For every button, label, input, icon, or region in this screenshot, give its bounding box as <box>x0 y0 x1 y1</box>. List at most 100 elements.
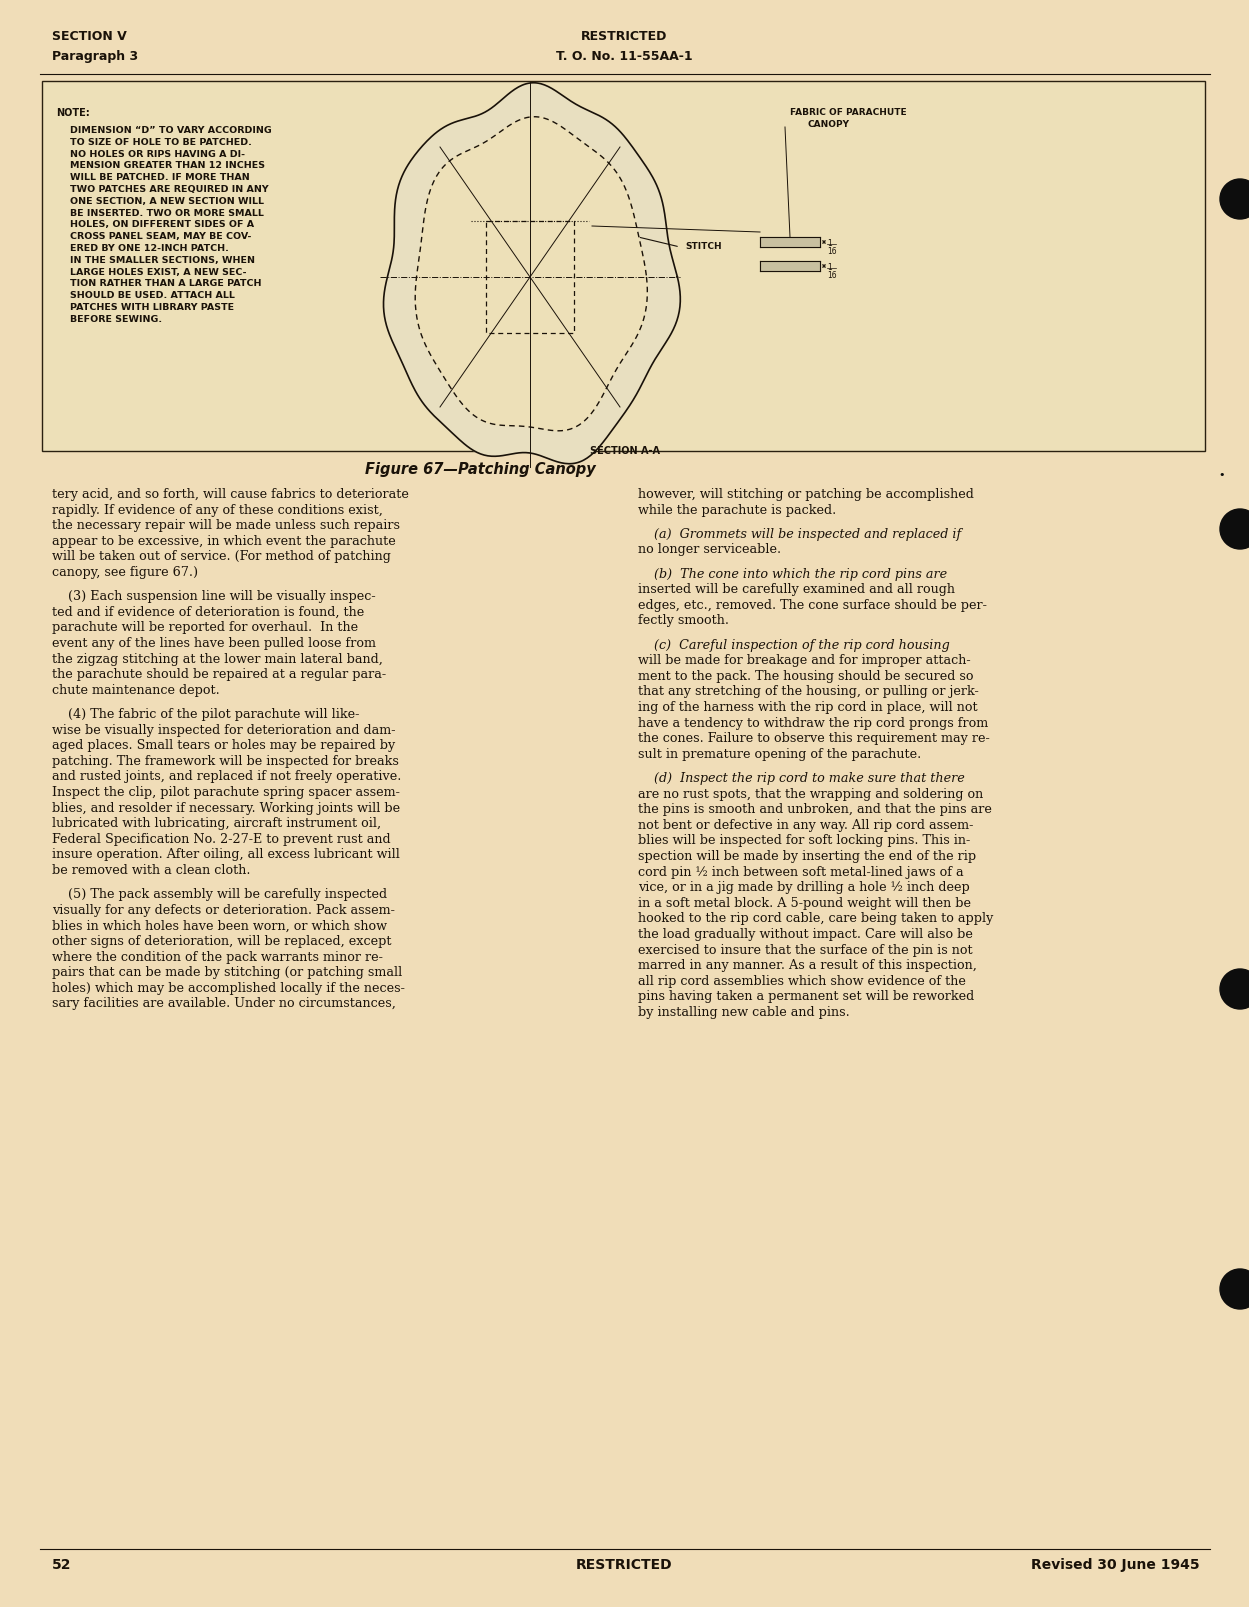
Text: 1: 1 <box>827 262 832 272</box>
Text: IN THE SMALLER SECTIONS, WHEN: IN THE SMALLER SECTIONS, WHEN <box>70 256 255 265</box>
Text: where the condition of the pack warrants minor re-: where the condition of the pack warrants… <box>52 950 383 963</box>
Text: the cones. Failure to observe this requirement may re-: the cones. Failure to observe this requi… <box>638 731 989 744</box>
Text: aged places. Small tears or holes may be repaired by: aged places. Small tears or holes may be… <box>52 739 395 752</box>
Text: •: • <box>1218 469 1224 480</box>
Text: SECTION A-A: SECTION A-A <box>590 445 659 456</box>
Text: will be taken out of service. (For method of patching: will be taken out of service. (For metho… <box>52 550 391 562</box>
Text: pairs that can be made by stitching (or patching small: pairs that can be made by stitching (or … <box>52 966 402 979</box>
Text: T. O. No. 11-55AA-1: T. O. No. 11-55AA-1 <box>556 50 692 63</box>
Text: RESTRICTED: RESTRICTED <box>576 1557 672 1572</box>
Text: SHOULD BE USED. ATTACH ALL: SHOULD BE USED. ATTACH ALL <box>70 291 235 301</box>
Text: are no rust spots, that the wrapping and soldering on: are no rust spots, that the wrapping and… <box>638 787 983 800</box>
Text: LARGE HOLES EXIST, A NEW SEC-: LARGE HOLES EXIST, A NEW SEC- <box>70 267 246 276</box>
Text: Figure 67—Patching Canopy: Figure 67—Patching Canopy <box>365 461 596 477</box>
Text: DIMENSION “D” TO VARY ACCORDING: DIMENSION “D” TO VARY ACCORDING <box>70 125 272 135</box>
Polygon shape <box>759 238 821 247</box>
Text: TION RATHER THAN A LARGE PATCH: TION RATHER THAN A LARGE PATCH <box>70 280 261 288</box>
Text: have a tendency to withdraw the rip cord prongs from: have a tendency to withdraw the rip cord… <box>638 717 988 730</box>
Text: the parachute should be repaired at a regular para-: the parachute should be repaired at a re… <box>52 669 386 681</box>
Text: chute maintenance depot.: chute maintenance depot. <box>52 683 220 696</box>
Text: patching. The framework will be inspected for breaks: patching. The framework will be inspecte… <box>52 754 398 767</box>
Text: ing of the harness with the rip cord in place, will not: ing of the harness with the rip cord in … <box>638 701 978 714</box>
Text: BE INSERTED. TWO OR MORE SMALL: BE INSERTED. TWO OR MORE SMALL <box>70 209 264 217</box>
Text: by installing new cable and pins.: by installing new cable and pins. <box>638 1006 849 1019</box>
Circle shape <box>1220 180 1249 220</box>
Text: 52: 52 <box>52 1557 71 1572</box>
Text: vice, or in a jig made by drilling a hole ½ inch deep: vice, or in a jig made by drilling a hol… <box>638 881 969 893</box>
Text: holes) which may be accomplished locally if the neces-: holes) which may be accomplished locally… <box>52 982 405 995</box>
Text: be removed with a clean cloth.: be removed with a clean cloth. <box>52 863 251 876</box>
Text: (c)  Careful inspection of the rip cord housing: (c) Careful inspection of the rip cord h… <box>638 638 949 651</box>
Text: appear to be excessive, in which event the parachute: appear to be excessive, in which event t… <box>52 535 396 548</box>
Text: STITCH: STITCH <box>684 241 722 251</box>
Text: the pins is smooth and unbroken, and that the pins are: the pins is smooth and unbroken, and tha… <box>638 802 992 816</box>
Text: tery acid, and so forth, will cause fabrics to deteriorate: tery acid, and so forth, will cause fabr… <box>52 487 408 501</box>
Text: the zigzag stitching at the lower main lateral band,: the zigzag stitching at the lower main l… <box>52 652 383 665</box>
Circle shape <box>1220 509 1249 550</box>
Text: canopy, see figure 67.): canopy, see figure 67.) <box>52 566 199 579</box>
Text: RESTRICTED: RESTRICTED <box>581 31 667 43</box>
Text: fectly smooth.: fectly smooth. <box>638 614 729 627</box>
Text: the necessary repair will be made unless such repairs: the necessary repair will be made unless… <box>52 519 400 532</box>
Text: Paragraph 3: Paragraph 3 <box>52 50 139 63</box>
Text: blies in which holes have been worn, or which show: blies in which holes have been worn, or … <box>52 919 387 932</box>
Text: 16: 16 <box>827 247 837 256</box>
Text: sult in premature opening of the parachute.: sult in premature opening of the parachu… <box>638 747 922 760</box>
Text: parachute will be reported for overhaul.  In the: parachute will be reported for overhaul.… <box>52 620 358 635</box>
Text: cord pin ½ inch between soft metal-lined jaws of a: cord pin ½ inch between soft metal-lined… <box>638 865 964 877</box>
Text: insure operation. After oiling, all excess lubricant will: insure operation. After oiling, all exce… <box>52 848 400 861</box>
Text: Federal Specification No. 2-27-E to prevent rust and: Federal Specification No. 2-27-E to prev… <box>52 832 391 845</box>
Text: lubricated with lubricating, aircraft instrument oil,: lubricated with lubricating, aircraft in… <box>52 816 381 829</box>
Text: that any stretching of the housing, or pulling or jerk-: that any stretching of the housing, or p… <box>638 685 979 697</box>
Text: visually for any defects or deterioration. Pack assem-: visually for any defects or deterioratio… <box>52 903 395 916</box>
Text: sary facilities are available. Under no circumstances,: sary facilities are available. Under no … <box>52 996 396 1009</box>
Circle shape <box>1220 969 1249 1009</box>
Text: ted and if evidence of deterioration is found, the: ted and if evidence of deterioration is … <box>52 606 365 619</box>
Text: (5) The pack assembly will be carefully inspected: (5) The pack assembly will be carefully … <box>52 887 387 900</box>
Text: ment to the pack. The housing should be secured so: ment to the pack. The housing should be … <box>638 670 973 683</box>
Text: PATCHES WITH LIBRARY PASTE: PATCHES WITH LIBRARY PASTE <box>70 302 234 312</box>
Text: CROSS PANEL SEAM, MAY BE COV-: CROSS PANEL SEAM, MAY BE COV- <box>70 231 251 241</box>
Text: (b)  The cone into which the rip cord pins are: (b) The cone into which the rip cord pin… <box>638 567 947 580</box>
Text: marred in any manner. As a result of this inspection,: marred in any manner. As a result of thi… <box>638 958 977 972</box>
Polygon shape <box>383 84 681 464</box>
Circle shape <box>1220 1270 1249 1310</box>
Text: (a)  Grommets will be inspected and replaced if: (a) Grommets will be inspected and repla… <box>638 527 962 540</box>
Text: MENSION GREATER THAN 12 INCHES: MENSION GREATER THAN 12 INCHES <box>70 161 265 170</box>
Text: TWO PATCHES ARE REQUIRED IN ANY: TWO PATCHES ARE REQUIRED IN ANY <box>70 185 269 194</box>
Text: CANOPY: CANOPY <box>808 121 851 129</box>
Text: wise be visually inspected for deterioration and dam-: wise be visually inspected for deteriora… <box>52 723 396 736</box>
Text: BEFORE SEWING.: BEFORE SEWING. <box>70 315 162 323</box>
Text: 1: 1 <box>827 238 832 247</box>
Text: however, will stitching or patching be accomplished: however, will stitching or patching be a… <box>638 487 974 501</box>
Text: Inspect the clip, pilot parachute spring spacer assem-: Inspect the clip, pilot parachute spring… <box>52 786 400 799</box>
Text: pins having taken a permanent set will be reworked: pins having taken a permanent set will b… <box>638 990 974 1003</box>
Text: exercised to insure that the surface of the pin is not: exercised to insure that the surface of … <box>638 943 973 956</box>
Text: event any of the lines have been pulled loose from: event any of the lines have been pulled … <box>52 636 376 649</box>
Text: all rip cord assemblies which show evidence of the: all rip cord assemblies which show evide… <box>638 974 965 987</box>
Text: spection will be made by inserting the end of the rip: spection will be made by inserting the e… <box>638 850 977 863</box>
Text: ONE SECTION, A NEW SECTION WILL: ONE SECTION, A NEW SECTION WILL <box>70 196 264 206</box>
Text: FABRIC OF PARACHUTE: FABRIC OF PARACHUTE <box>791 108 907 117</box>
Text: Revised 30 June 1945: Revised 30 June 1945 <box>1032 1557 1200 1572</box>
Text: WILL BE PATCHED. IF MORE THAN: WILL BE PATCHED. IF MORE THAN <box>70 174 250 182</box>
Text: ERED BY ONE 12-INCH PATCH.: ERED BY ONE 12-INCH PATCH. <box>70 244 229 252</box>
Text: edges, etc., removed. The cone surface should be per-: edges, etc., removed. The cone surface s… <box>638 598 987 611</box>
Text: TO SIZE OF HOLE TO BE PATCHED.: TO SIZE OF HOLE TO BE PATCHED. <box>70 138 252 146</box>
Text: blies, and resolder if necessary. Working joints will be: blies, and resolder if necessary. Workin… <box>52 800 400 815</box>
Text: blies will be inspected for soft locking pins. This in-: blies will be inspected for soft locking… <box>638 834 970 847</box>
Text: while the parachute is packed.: while the parachute is packed. <box>638 503 837 516</box>
Text: rapidly. If evidence of any of these conditions exist,: rapidly. If evidence of any of these con… <box>52 503 383 516</box>
Text: HOLES, ON DIFFERENT SIDES OF A: HOLES, ON DIFFERENT SIDES OF A <box>70 220 254 230</box>
Text: in a soft metal block. A 5-pound weight will then be: in a soft metal block. A 5-pound weight … <box>638 897 970 910</box>
Text: NOTE:: NOTE: <box>56 108 90 117</box>
Bar <box>42 82 1205 452</box>
Text: will be made for breakage and for improper attach-: will be made for breakage and for improp… <box>638 654 970 667</box>
Text: SECTION V: SECTION V <box>52 31 126 43</box>
Text: inserted will be carefully examined and all rough: inserted will be carefully examined and … <box>638 583 955 596</box>
Text: hooked to the rip cord cable, care being taken to apply: hooked to the rip cord cable, care being… <box>638 911 993 924</box>
Text: the load gradually without impact. Care will also be: the load gradually without impact. Care … <box>638 927 973 940</box>
Text: NO HOLES OR RIPS HAVING A DI-: NO HOLES OR RIPS HAVING A DI- <box>70 149 245 159</box>
Text: no longer serviceable.: no longer serviceable. <box>638 543 781 556</box>
Text: (d)  Inspect the rip cord to make sure that there: (d) Inspect the rip cord to make sure th… <box>638 771 964 784</box>
